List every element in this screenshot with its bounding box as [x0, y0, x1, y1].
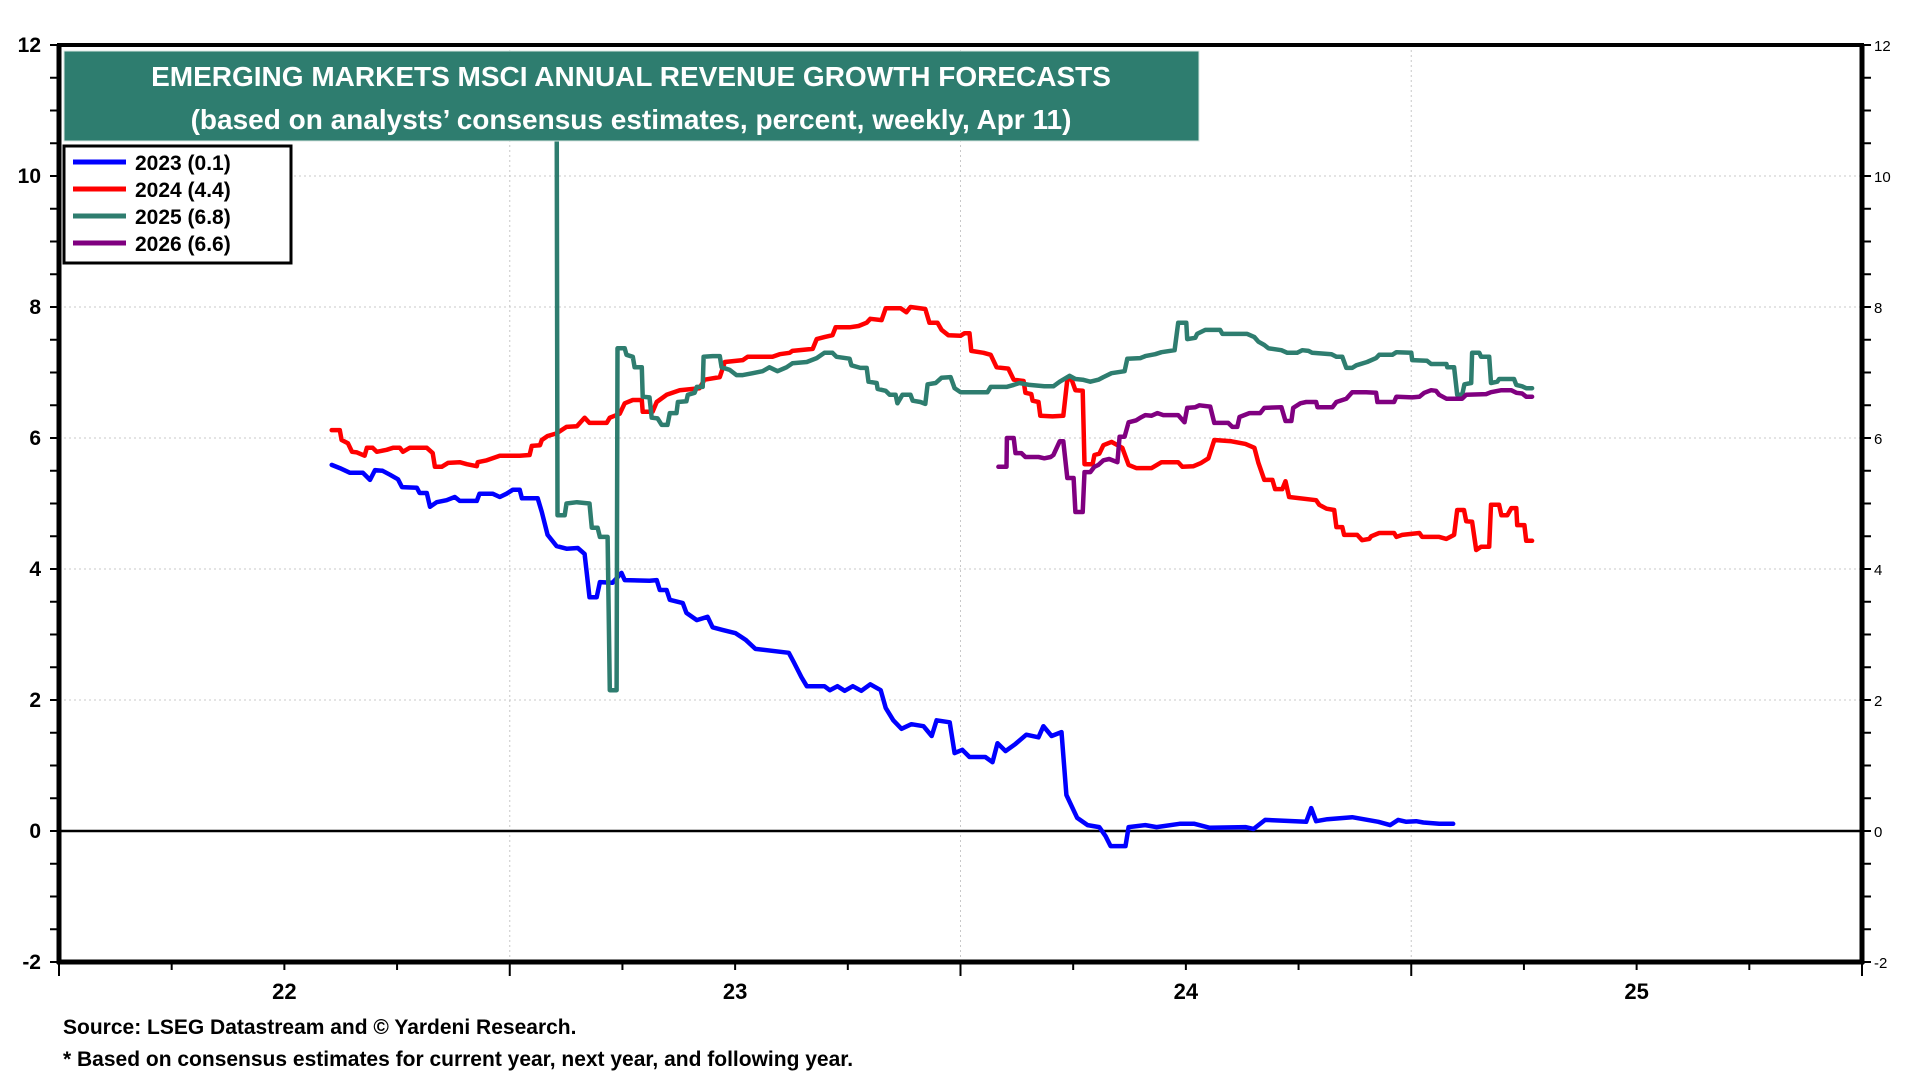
legend-item: 2024 (4.4): [73, 179, 231, 202]
y-tick-label-right: 6: [1874, 431, 1882, 448]
x-tick-label: 25: [1624, 979, 1648, 1004]
series-line-2024: [329, 304, 1535, 553]
series-line-2023: [329, 462, 1456, 849]
legend-label-2023: 2023 (0.1): [135, 152, 231, 175]
source-note: Source: LSEG Datastream and © Yardeni Re…: [63, 1016, 577, 1039]
plot-frame: [56, 43, 1865, 965]
series-line-2026: [996, 387, 1535, 515]
series-line-2025: [554, 55, 1535, 693]
y-tick-label-left: 6: [29, 427, 41, 450]
y-tick-label-right: -2: [1874, 955, 1887, 972]
x-tick-label: 24: [1174, 979, 1199, 1004]
y-tick-label-right: 12: [1874, 38, 1891, 55]
y-tick-label-right: 4: [1874, 562, 1882, 579]
grid-lines: [59, 45, 1862, 962]
x-tick-label: 22: [272, 979, 296, 1004]
y-tick-label-left: 8: [29, 296, 41, 319]
legend-item: 2023 (0.1): [73, 152, 231, 175]
y-tick-label-right: 8: [1874, 300, 1882, 317]
legend-item: 2025 (6.8): [73, 206, 231, 229]
title-background: [63, 50, 1200, 142]
y-tick-label-left: 2: [29, 689, 41, 712]
legend-label-2025: 2025 (6.8): [135, 206, 231, 229]
legend: 2023 (0.1) 2024 (4.4) 2025 (6.8) 2026 (6…: [62, 144, 293, 265]
title-box: EMERGING MARKETS MSCI ANNUAL REVENUE GRO…: [63, 50, 1200, 142]
y-tick-label-left: 0: [29, 820, 41, 843]
x-tick-label: 23: [723, 979, 747, 1004]
y-tick-label-left: -2: [22, 951, 41, 974]
y-axis-right: -2 0 2 4 6 8 10 12: [1864, 38, 1891, 972]
y-tick-label-right: 2: [1874, 693, 1882, 710]
x-axis: 22 23 24 25: [58, 964, 1863, 1004]
legend-label-2026: 2026 (6.6): [135, 233, 231, 256]
series-layer: [329, 55, 1535, 849]
chart-subtitle: (based on analysts’ consensus estimates,…: [191, 104, 1072, 135]
chart-title: EMERGING MARKETS MSCI ANNUAL REVENUE GRO…: [151, 61, 1111, 92]
y-tick-label-right: 10: [1874, 169, 1891, 186]
footnote: * Based on consensus estimates for curre…: [63, 1048, 854, 1071]
y-axis-left: -2 0 2 4 6 8 10 12: [18, 34, 57, 974]
legend-box: [62, 144, 293, 265]
legend-item: 2026 (6.6): [73, 233, 231, 256]
legend-label-2024: 2024 (4.4): [135, 179, 231, 202]
y-tick-label-left: 12: [18, 34, 41, 57]
y-tick-label-right: 0: [1874, 824, 1882, 841]
y-tick-label-left: 10: [18, 165, 41, 188]
y-tick-label-left: 4: [29, 558, 41, 581]
